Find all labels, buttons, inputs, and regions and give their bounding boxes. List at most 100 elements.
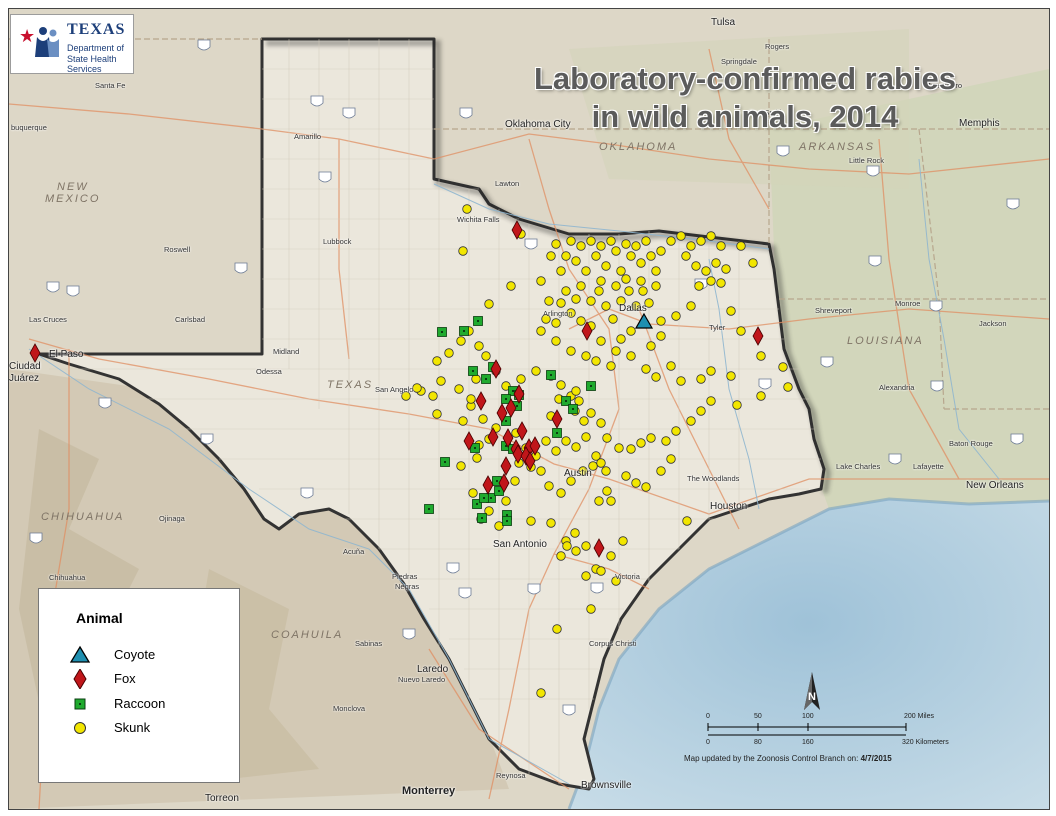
skunk-marker[interactable] — [516, 374, 526, 384]
skunk-marker[interactable] — [474, 341, 484, 351]
skunk-marker[interactable] — [574, 396, 584, 406]
skunk-marker[interactable] — [594, 496, 604, 506]
skunk-marker[interactable] — [412, 383, 422, 393]
fox-marker[interactable] — [482, 475, 494, 495]
skunk-marker[interactable] — [551, 446, 561, 456]
skunk-marker[interactable] — [631, 478, 641, 488]
skunk-marker[interactable] — [706, 396, 716, 406]
skunk-marker[interactable] — [691, 261, 701, 271]
skunk-marker[interactable] — [561, 436, 571, 446]
skunk-marker[interactable] — [651, 281, 661, 291]
skunk-marker[interactable] — [562, 541, 572, 551]
skunk-marker[interactable] — [783, 382, 793, 392]
skunk-marker[interactable] — [551, 336, 561, 346]
skunk-marker[interactable] — [544, 481, 554, 491]
fox-marker[interactable] — [511, 220, 523, 240]
skunk-marker[interactable] — [671, 311, 681, 321]
skunk-marker[interactable] — [711, 258, 721, 268]
skunk-marker[interactable] — [591, 451, 601, 461]
skunk-marker[interactable] — [696, 406, 706, 416]
skunk-marker[interactable] — [636, 258, 646, 268]
skunk-marker[interactable] — [596, 418, 606, 428]
skunk-marker[interactable] — [636, 438, 646, 448]
skunk-marker[interactable] — [756, 351, 766, 361]
fox-marker[interactable] — [496, 403, 508, 423]
fox-marker[interactable] — [581, 321, 593, 341]
fox-marker[interactable] — [505, 398, 517, 418]
skunk-marker[interactable] — [556, 551, 566, 561]
fox-marker[interactable] — [29, 343, 41, 363]
fox-marker[interactable] — [498, 473, 510, 493]
skunk-marker[interactable] — [716, 278, 726, 288]
skunk-marker[interactable] — [571, 546, 581, 556]
fox-marker[interactable] — [490, 359, 502, 379]
skunk-marker[interactable] — [551, 239, 561, 249]
skunk-marker[interactable] — [606, 236, 616, 246]
skunk-marker[interactable] — [601, 261, 611, 271]
fox-marker[interactable] — [512, 444, 524, 464]
skunk-marker[interactable] — [682, 516, 692, 526]
skunk-marker[interactable] — [544, 296, 554, 306]
skunk-marker[interactable] — [778, 362, 788, 372]
skunk-marker[interactable] — [626, 251, 636, 261]
skunk-marker[interactable] — [510, 476, 520, 486]
skunk-marker[interactable] — [626, 351, 636, 361]
skunk-marker[interactable] — [636, 276, 646, 286]
skunk-marker[interactable] — [456, 461, 466, 471]
skunk-marker[interactable] — [556, 266, 566, 276]
skunk-marker[interactable] — [602, 486, 612, 496]
skunk-marker[interactable] — [571, 256, 581, 266]
skunk-marker[interactable] — [494, 521, 504, 531]
skunk-marker[interactable] — [481, 351, 491, 361]
skunk-marker[interactable] — [576, 281, 586, 291]
skunk-marker[interactable] — [676, 231, 686, 241]
skunk-marker[interactable] — [566, 346, 576, 356]
skunk-marker[interactable] — [581, 541, 591, 551]
skunk-marker[interactable] — [631, 241, 641, 251]
skunk-marker[interactable] — [666, 361, 676, 371]
fox-marker[interactable] — [463, 431, 475, 451]
skunk-marker[interactable] — [606, 361, 616, 371]
skunk-marker[interactable] — [531, 366, 541, 376]
skunk-marker[interactable] — [661, 436, 671, 446]
skunk-marker[interactable] — [472, 453, 482, 463]
skunk-marker[interactable] — [458, 416, 468, 426]
skunk-marker[interactable] — [624, 286, 634, 296]
skunk-marker[interactable] — [536, 466, 546, 476]
skunk-marker[interactable] — [606, 496, 616, 506]
skunk-marker[interactable] — [756, 391, 766, 401]
fox-marker[interactable] — [500, 456, 512, 476]
skunk-marker[interactable] — [621, 239, 631, 249]
fox-marker[interactable] — [529, 436, 541, 456]
skunk-marker[interactable] — [468, 488, 478, 498]
skunk-marker[interactable] — [581, 432, 591, 442]
skunk-marker[interactable] — [454, 384, 464, 394]
skunk-marker[interactable] — [576, 316, 586, 326]
skunk-marker[interactable] — [618, 536, 628, 546]
skunk-marker[interactable] — [466, 394, 476, 404]
skunk-marker[interactable] — [686, 301, 696, 311]
skunk-marker[interactable] — [601, 301, 611, 311]
skunk-marker[interactable] — [626, 326, 636, 336]
skunk-marker[interactable] — [676, 376, 686, 386]
skunk-marker[interactable] — [546, 251, 556, 261]
skunk-marker[interactable] — [591, 251, 601, 261]
skunk-marker[interactable] — [701, 266, 711, 276]
skunk-marker[interactable] — [571, 442, 581, 452]
skunk-marker[interactable] — [484, 299, 494, 309]
skunk-marker[interactable] — [596, 458, 606, 468]
skunk-marker[interactable] — [646, 433, 656, 443]
skunk-marker[interactable] — [666, 236, 676, 246]
skunk-marker[interactable] — [606, 551, 616, 561]
skunk-marker[interactable] — [561, 251, 571, 261]
skunk-marker[interactable] — [526, 516, 536, 526]
skunk-marker[interactable] — [611, 281, 621, 291]
skunk-marker[interactable] — [462, 204, 472, 214]
skunk-marker[interactable] — [646, 341, 656, 351]
skunk-marker[interactable] — [596, 566, 606, 576]
skunk-marker[interactable] — [656, 331, 666, 341]
skunk-marker[interactable] — [432, 409, 442, 419]
skunk-marker[interactable] — [588, 461, 598, 471]
skunk-marker[interactable] — [458, 246, 468, 256]
skunk-marker[interactable] — [546, 518, 556, 528]
